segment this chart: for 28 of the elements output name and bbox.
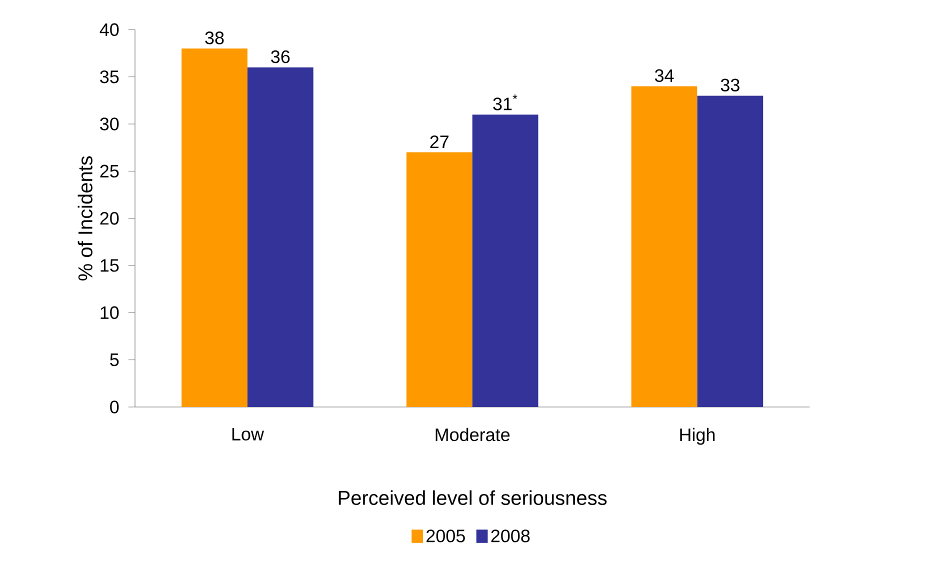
bar bbox=[247, 67, 314, 407]
data-label: 33 bbox=[720, 78, 740, 92]
data-label: 38 bbox=[205, 32, 224, 44]
data-label: 27 bbox=[430, 135, 449, 148]
y-tick-label: 30 bbox=[100, 118, 119, 130]
bar bbox=[631, 86, 698, 407]
x-tick-label: Low bbox=[232, 428, 264, 440]
bar bbox=[406, 152, 472, 407]
y-tick-label: 40 bbox=[100, 23, 119, 36]
bar bbox=[697, 96, 764, 407]
x-tick-label: Moderate bbox=[436, 428, 510, 442]
legend-label: 2005 bbox=[426, 530, 465, 542]
bar bbox=[472, 114, 538, 407]
x-axis-title: Perceived level of seriousness bbox=[338, 490, 607, 505]
data-label: 34 bbox=[654, 69, 674, 82]
y-tick-label: 5 bbox=[110, 354, 119, 366]
y-tick-label: 35 bbox=[100, 70, 119, 84]
y-tick-label: 25 bbox=[100, 164, 119, 178]
data-label: 36 bbox=[271, 50, 290, 64]
y-tick-label: 15 bbox=[100, 259, 119, 272]
x-tick-label: High bbox=[680, 428, 715, 445]
y-tick-label: 10 bbox=[100, 306, 119, 320]
y-tick-label: 20 bbox=[100, 212, 119, 225]
y-tick-label: 0 bbox=[110, 400, 119, 414]
legend-label: 2008 bbox=[491, 530, 530, 542]
data-label: 31$^{*}$ bbox=[493, 94, 518, 110]
y-axis-title: % of Incidents bbox=[78, 156, 92, 280]
bar bbox=[182, 48, 248, 407]
